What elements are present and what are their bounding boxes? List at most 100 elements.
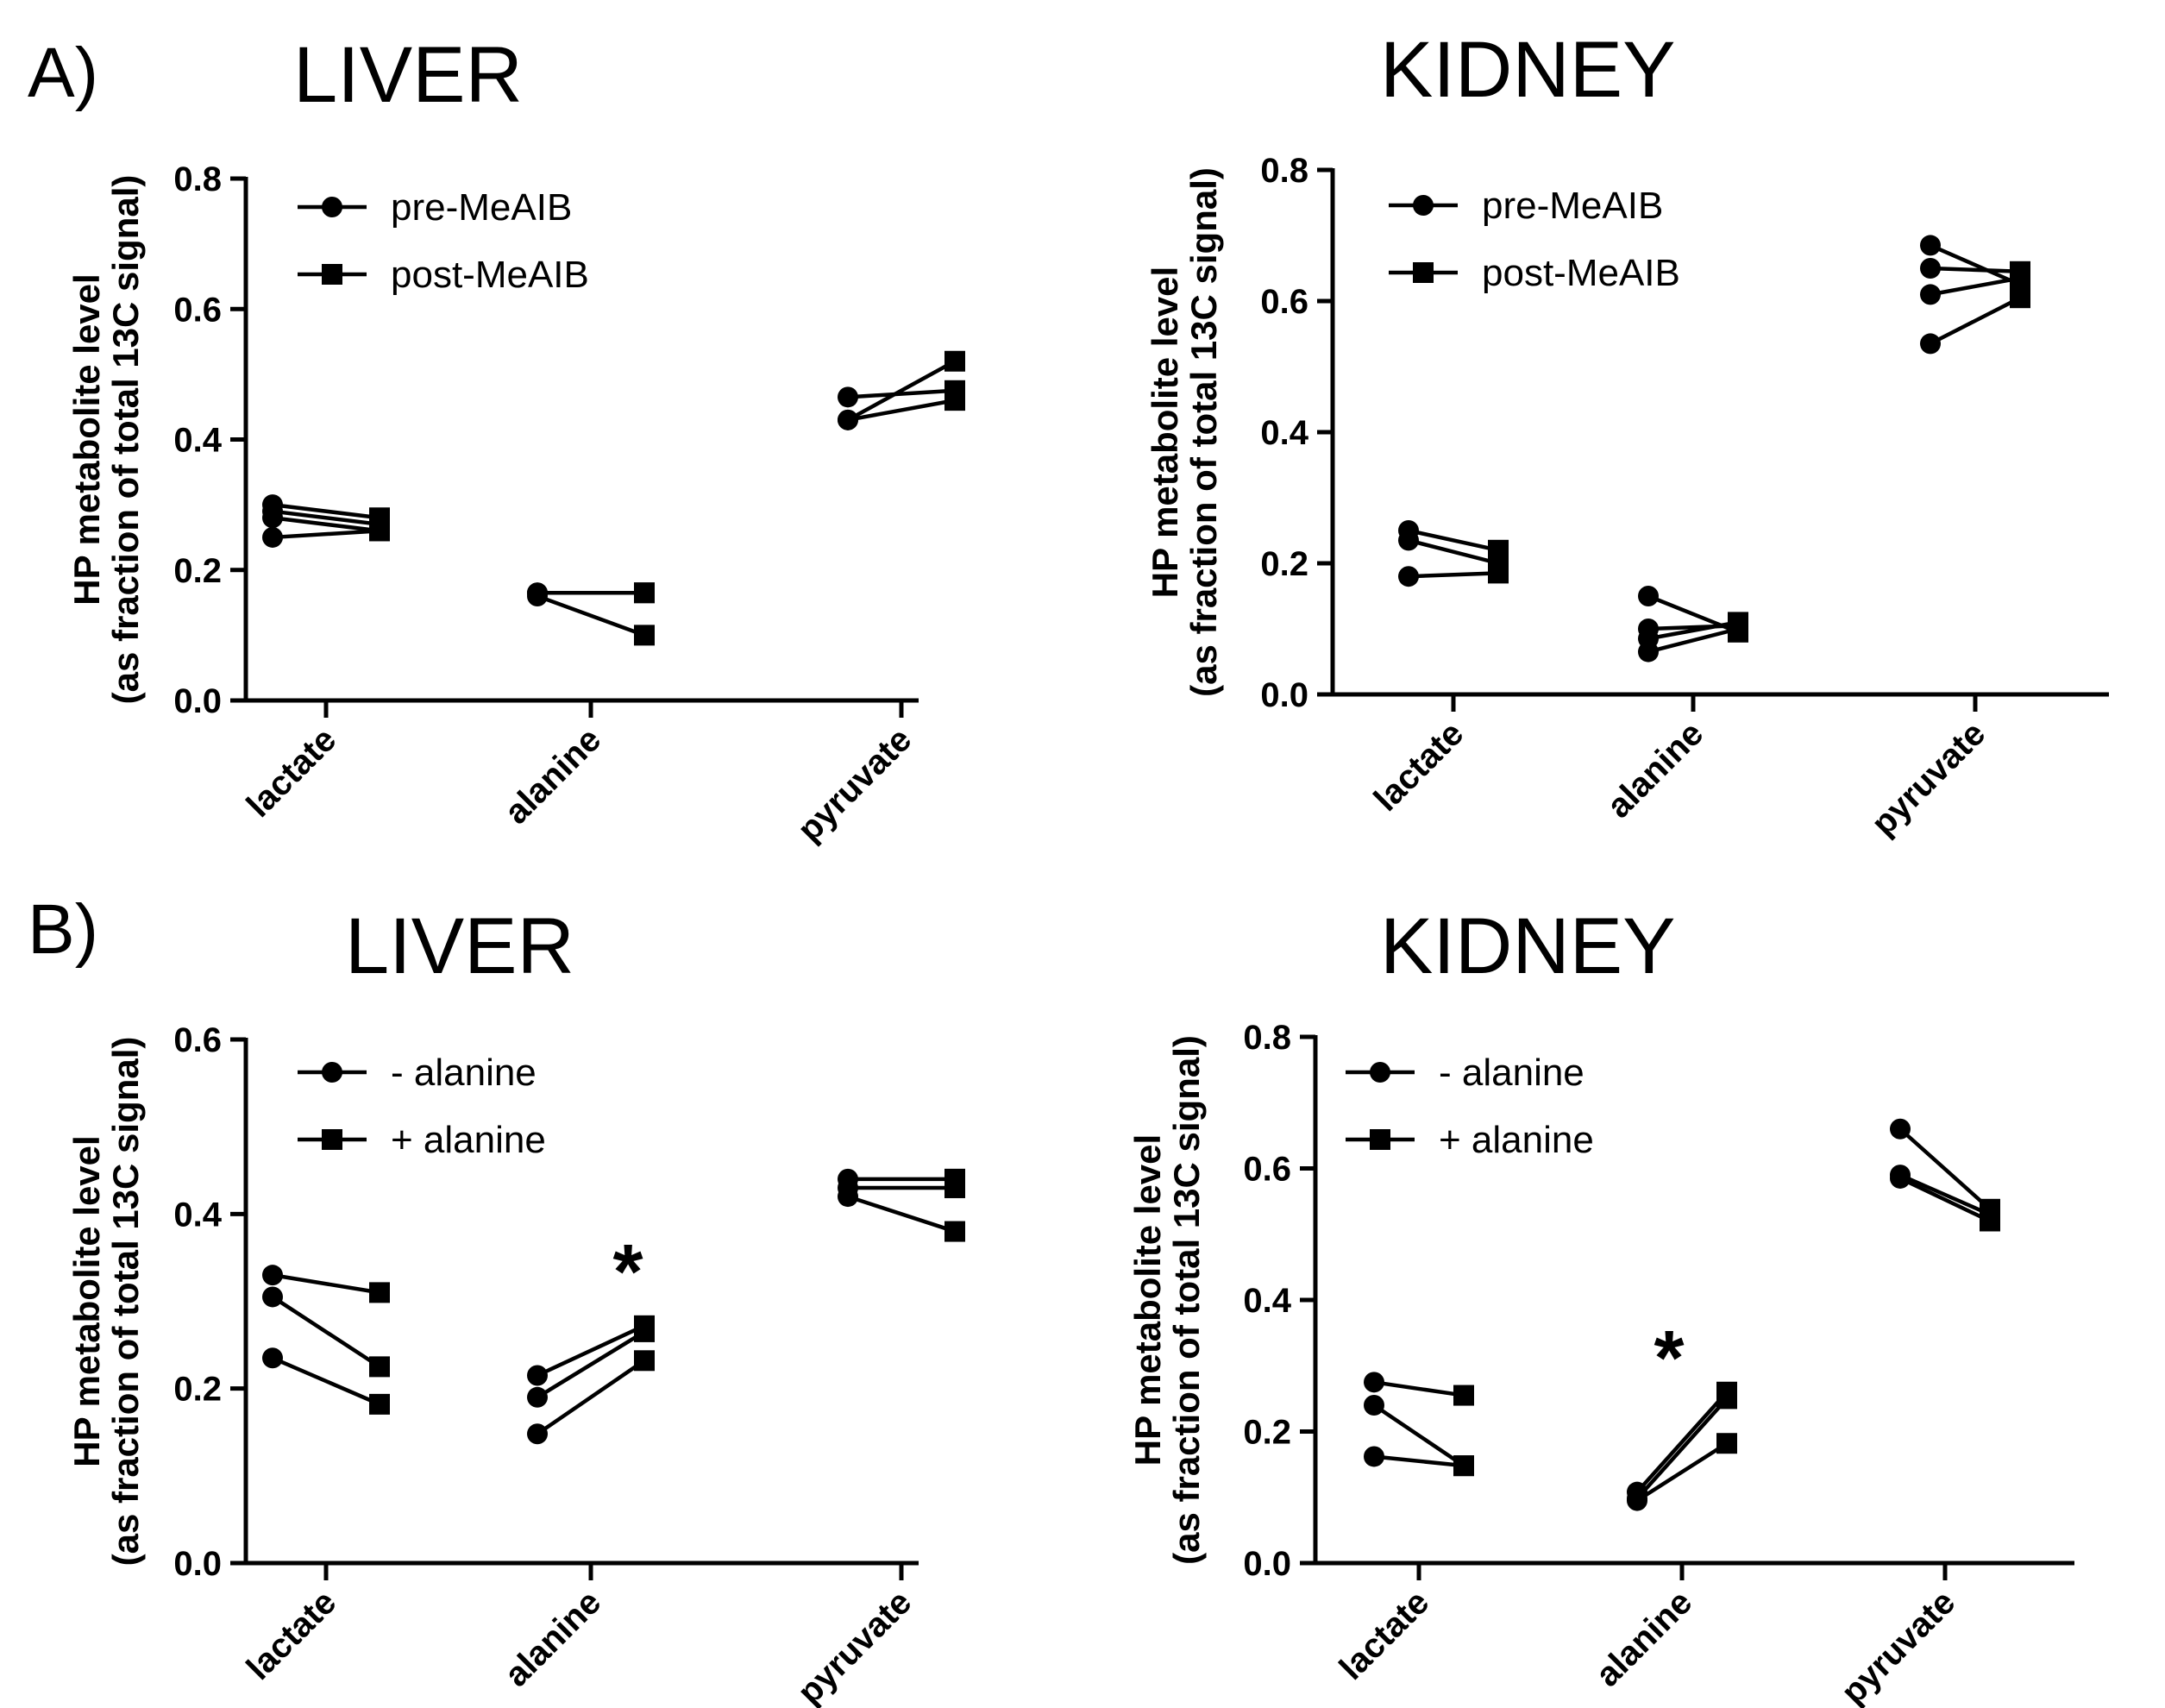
point-pre-pyruvate: [838, 386, 858, 408]
y-tick-label: 0.2: [1260, 545, 1308, 583]
chart-panel-b-liver: LIVER 0.0 0.2 0.4 0.6 HP metabolite level(as …: [66, 902, 965, 1708]
pair-line-pyruvate: [847, 388, 956, 399]
legend-label-post: + alanine: [391, 1119, 546, 1161]
pair-line-pyruvate: [1929, 296, 2022, 346]
point-pre-pyruvate: [1920, 284, 1941, 305]
point-post-lactate: [369, 520, 390, 542]
category-label-pyruvate: pyruvate: [1864, 714, 1992, 843]
y-axis-title-line1: HP metabolite level: [66, 273, 107, 605]
pair-line-pyruvate: [1930, 266, 2021, 274]
y-tick-label: 0.0: [1260, 676, 1308, 714]
pair-line-alanine: [1635, 1441, 1729, 1503]
y-axis-title-line2: (as fraction of total 13C signal): [1183, 167, 1224, 697]
pair-line-pyruvate: [1930, 276, 2021, 297]
point-post-alanine: [634, 1321, 655, 1342]
pair-line-lactate: [272, 516, 380, 533]
point-pre-lactate: [1398, 566, 1419, 587]
pair-line-lactate: [272, 1356, 380, 1406]
pair-line-lactate: [272, 509, 380, 527]
point-post-alanine: [634, 625, 655, 646]
point-pre-alanine: [527, 1386, 548, 1408]
legend-marker-circle: [1413, 195, 1434, 216]
point-pre-lactate: [262, 1286, 283, 1308]
point-post-alanine: [634, 1350, 655, 1372]
point-post-pyruvate: [1980, 1210, 2000, 1232]
pair-line-pyruvate: [1898, 1127, 1992, 1211]
pair-line-pyruvate: [847, 1194, 956, 1234]
y-axis-title-line2: (as fraction of total 13C signal): [1166, 1035, 1207, 1565]
point-post-lactate: [1453, 1455, 1474, 1477]
point-pre-alanine: [1638, 586, 1659, 606]
point-pre-pyruvate: [1890, 1167, 1911, 1189]
y-tick-label: 0.8: [1243, 1019, 1291, 1057]
pair-line-lactate: [272, 502, 380, 520]
legend-label-pre: - alanine: [1439, 1052, 1585, 1094]
y-tick-label: 0.6: [1243, 1151, 1291, 1189]
legend-marker-circle: [322, 197, 342, 217]
y-tick-label: 0.4: [1243, 1282, 1291, 1320]
point-post-pyruvate: [2010, 287, 2030, 309]
y-tick-label: 0.4: [1260, 414, 1308, 452]
point-post-lactate: [369, 1356, 390, 1378]
y-tick-label: 0.6: [1260, 283, 1308, 321]
point-post-pyruvate: [944, 1177, 965, 1198]
pair-line-pyruvate: [847, 398, 956, 423]
y-axis-title-line1: HP metabolite level: [66, 1135, 107, 1466]
y-axis-title-line2: (as fraction of total 13C signal): [105, 175, 146, 705]
legend-marker-square: [1413, 262, 1434, 283]
y-axis-title-line1: HP metabolite level: [1127, 1134, 1168, 1466]
legend-marker-square: [1370, 1129, 1390, 1150]
pair-line-lactate: [271, 1295, 381, 1369]
pair-line-lactate: [1408, 538, 1499, 566]
pair-line-alanine: [1647, 620, 1739, 641]
y-tick-label: 0.8: [1260, 152, 1308, 190]
category-label-alanine: alanine: [1589, 1583, 1700, 1694]
legend-marker-circle: [1370, 1062, 1390, 1083]
pair-line-alanine: [537, 1323, 645, 1378]
category-label-pyruvate: pyruvate: [790, 1583, 919, 1708]
y-tick-label: 0.0: [1243, 1545, 1291, 1583]
y-tick-label: 0.6: [173, 291, 222, 329]
y-tick-label: 0.0: [173, 1545, 222, 1583]
point-pre-lactate: [262, 526, 283, 548]
point-pre-pyruvate: [1920, 235, 1941, 256]
point-pre-lactate: [262, 507, 283, 529]
category-label-lactate: lactate: [240, 720, 344, 825]
point-post-pyruvate: [2010, 267, 2030, 289]
pair-line-pyruvate: [846, 359, 957, 422]
pair-line-lactate: [1373, 1454, 1465, 1468]
point-post-lactate: [369, 1393, 390, 1415]
panel-label-a: A): [28, 34, 98, 112]
point-pre-pyruvate: [838, 409, 858, 430]
point-post-pyruvate: [944, 350, 965, 372]
y-tick-label: 0.8: [173, 160, 222, 198]
point-pre-lactate: [1364, 1446, 1384, 1467]
chart-panel-a-kidney: KIDNEY 0.0 0.2 0.4 0.6 0.8 HP metabolite level…: [1145, 26, 2109, 843]
significance-asterisk: *: [1654, 1316, 1684, 1402]
chart-title: KIDNEY: [1380, 26, 1676, 114]
point-pre-pyruvate: [1920, 258, 1941, 279]
category-label-lactate: lactate: [1367, 714, 1472, 819]
point-pre-alanine: [1638, 641, 1659, 662]
category-label-alanine: alanine: [498, 1583, 609, 1694]
y-axis-title-line2: (as fraction of total 13C signal): [105, 1037, 146, 1567]
pair-line-pyruvate: [1930, 243, 2021, 287]
pair-line-lactate: [1408, 571, 1499, 579]
point-pre-lactate: [262, 1265, 283, 1286]
category-label-pyruvate: pyruvate: [1834, 1583, 1962, 1708]
category-label-lactate: lactate: [240, 1583, 344, 1687]
point-post-alanine: [634, 582, 655, 604]
category-label-alanine: alanine: [498, 720, 609, 832]
chart-panel-b-kidney: KIDNEY 0.0 0.2 0.4 0.6 0.8 HP metabolite level…: [1127, 902, 2074, 1708]
pair-line-alanine: [537, 593, 645, 637]
y-tick-label: 0.2: [173, 552, 222, 590]
legend-label-pre: pre-MeAIB: [391, 186, 572, 229]
point-post-alanine: [1716, 1388, 1737, 1410]
pair-line-alanine: [1647, 626, 1739, 654]
point-post-pyruvate: [944, 390, 965, 411]
point-pre-pyruvate: [1890, 1118, 1911, 1140]
chart-title: KIDNEY: [1380, 902, 1676, 990]
legend-label-post: post-MeAIB: [391, 254, 589, 296]
point-post-alanine: [1716, 1433, 1737, 1454]
